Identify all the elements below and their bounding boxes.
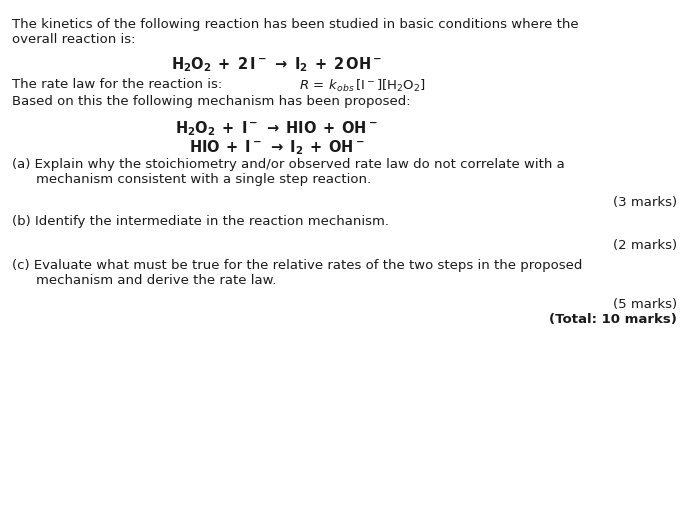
Text: $\mathit{R}$$\,=\,k_\mathit{obs}$$\,[\mathrm{I}^-][\mathrm{H_2O_2}]$: $\mathit{R}$$\,=\,k_\mathit{obs}$$\,[\ma… (299, 78, 426, 94)
Text: overall reaction is:: overall reaction is: (12, 33, 136, 46)
Text: (3 marks): (3 marks) (612, 196, 677, 210)
Text: (2 marks): (2 marks) (612, 239, 677, 252)
Text: (c) Evaluate what must be true for the relative rates of the two steps in the pr: (c) Evaluate what must be true for the r… (12, 259, 583, 272)
Text: (b) Identify the intermediate in the reaction mechanism.: (b) Identify the intermediate in the rea… (12, 215, 390, 229)
Text: (Total: 10 marks): (Total: 10 marks) (549, 313, 677, 326)
Text: $\mathbf{HIO\;+\;I^-\;\rightarrow\;I_2\;+\;OH^-}$: $\mathbf{HIO\;+\;I^-\;\rightarrow\;I_2\;… (189, 138, 365, 157)
Text: (5 marks): (5 marks) (612, 298, 677, 312)
Text: The rate law for the reaction is:: The rate law for the reaction is: (12, 78, 231, 91)
Text: mechanism consistent with a single step reaction.: mechanism consistent with a single step … (36, 173, 371, 186)
Text: (a) Explain why the stoichiometry and/or observed rate law do not correlate with: (a) Explain why the stoichiometry and/or… (12, 158, 565, 172)
Text: The kinetics of the following reaction has been studied in basic conditions wher: The kinetics of the following reaction h… (12, 18, 579, 32)
Text: $\mathbf{H_2O_2}$$\mathbf{\;+\;2\,I^-\;\rightarrow\;I_2\;+\;2\,OH^-}$: $\mathbf{H_2O_2}$$\mathbf{\;+\;2\,I^-\;\… (172, 55, 382, 74)
Text: $\mathbf{H_2O_2\;+\;I^-\;\rightarrow\;HIO\;+\;OH^-}$: $\mathbf{H_2O_2\;+\;I^-\;\rightarrow\;HI… (175, 119, 379, 137)
Text: Based on this the following mechanism has been proposed:: Based on this the following mechanism ha… (12, 95, 411, 108)
Text: mechanism and derive the rate law.: mechanism and derive the rate law. (36, 274, 276, 287)
